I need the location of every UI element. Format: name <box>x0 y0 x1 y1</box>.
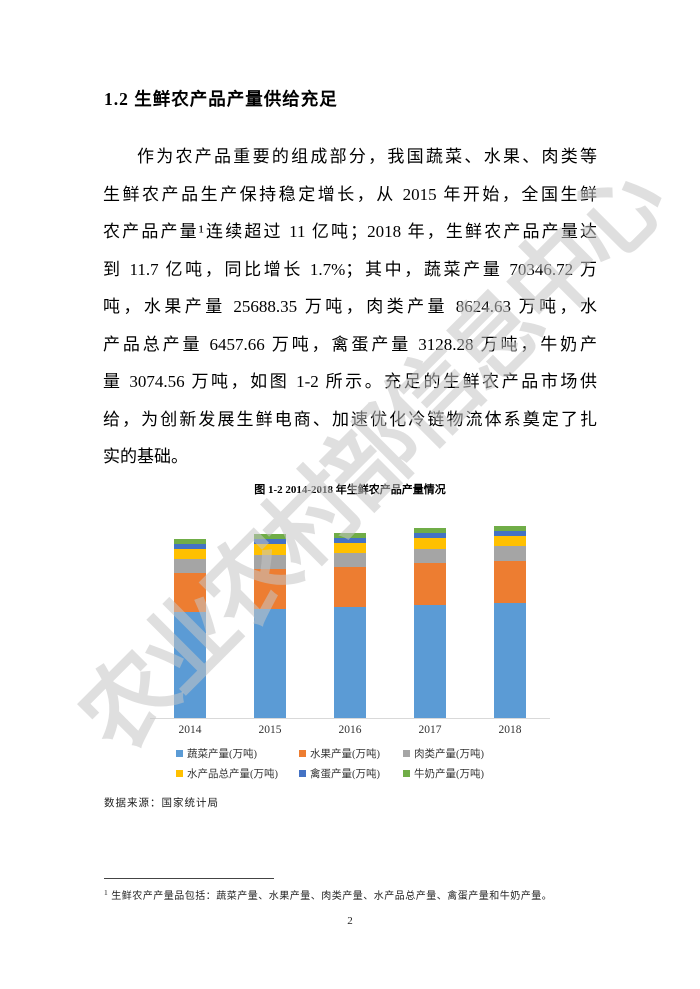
bar-segment <box>414 533 446 539</box>
bar-segment <box>334 543 366 554</box>
bar-segment <box>174 573 206 612</box>
legend-swatch-icon <box>299 750 306 757</box>
paragraph-line: 实的基础。 <box>103 447 188 466</box>
legend-label: 蔬菜产量(万吨) <box>187 749 257 760</box>
stacked-bar-2018 <box>494 525 526 718</box>
footnote-marker: 1 <box>104 887 109 897</box>
bar-segment <box>254 533 286 539</box>
legend-item: 肉类产量(万吨) <box>403 746 566 761</box>
body-paragraph: 作为农产品重要的组成部分，我国蔬菜、水果、肉类等生鲜农产品生产保持稳定增长，从 … <box>103 138 597 476</box>
chart-x-axis-labels: 2014 2015 2016 2017 2018 <box>150 724 550 736</box>
legend-item: 禽蛋产量(万吨) <box>299 766 403 781</box>
x-axis-tick-label: 2018 <box>498 724 522 736</box>
paragraph-line: 生鲜农产品生产保持稳定增长，从 2015 年开始，全国生鲜 <box>103 184 597 204</box>
legend-item: 蔬菜产量(万吨) <box>176 746 299 761</box>
section-heading: 1.2 生鲜农产品产量供给充足 <box>104 89 338 109</box>
paragraph-line: 作为农产品重要的组成部分，我国蔬菜、水果、肉类等 <box>137 147 597 166</box>
bar-segment <box>334 567 366 608</box>
stacked-bar-2016 <box>334 532 366 718</box>
bar-segment <box>334 532 366 538</box>
bar-segment <box>414 549 446 564</box>
bar-segment <box>174 548 206 560</box>
chart-legend: 蔬菜产量(万吨) 水果产量(万吨) 肉类产量(万吨) 水产品总产量(万吨) 禽蛋产量(万… <box>176 746 566 781</box>
paragraph-line: 给，为创新发展生鲜电商、加速优化冷链物流体系奠定了扎 <box>103 409 597 429</box>
paragraph-line: 到 11.7 亿吨，同比增长 1.7%；其中，蔬菜产量 70346.72 万 <box>103 259 597 279</box>
legend-label: 水产品总产量(万吨) <box>187 769 278 780</box>
paragraph-line: 农产品产量¹连续超过 11 亿吨；2018 年，生鲜农产品产量达 <box>103 222 597 241</box>
bar-segment <box>174 559 206 574</box>
stacked-bar-2014 <box>174 538 206 718</box>
chart-title: 图 1-2 2014-2018 年生鲜农产品产量情况 <box>254 484 446 496</box>
stacked-bar-2017 <box>414 528 446 718</box>
legend-label: 肉类产量(万吨) <box>414 749 484 760</box>
footnote: 1 生鲜农产产量品包括：蔬菜产量、水果产量、肉类产量、水产品总产量、禽蛋产量和牛奶… <box>104 887 584 902</box>
data-source-note: 数据来源：国家统计局 <box>104 798 219 809</box>
paragraph-line: 产品总产量 6457.66 万吨，禽蛋产量 3128.28 万吨，牛奶产 <box>103 334 597 354</box>
footnote-divider <box>104 878 274 879</box>
bar-segment <box>334 553 366 568</box>
bar-segment <box>494 546 526 561</box>
paragraph-line: 吨，水果产量 25688.35 万吨，肉类产量 8624.63 万吨，水 <box>103 297 597 316</box>
bar-segment <box>494 530 526 536</box>
bar-segment <box>254 568 286 610</box>
bar-segment <box>254 538 286 544</box>
legend-label: 水果产量(万吨) <box>310 749 380 760</box>
bar-segment <box>414 538 446 550</box>
bar-segment <box>254 543 286 555</box>
chart-plot <box>150 518 550 719</box>
bar-segment <box>414 528 446 534</box>
bar-segment <box>494 602 526 718</box>
legend-swatch-icon <box>176 750 183 757</box>
bar-segment <box>414 604 446 718</box>
legend-item: 牛奶产量(万吨) <box>403 766 566 781</box>
legend-swatch-icon <box>299 770 306 777</box>
legend-item: 水产品总产量(万吨) <box>176 766 299 781</box>
legend-label: 禽蛋产量(万吨) <box>310 769 380 780</box>
legend-item: 水果产量(万吨) <box>299 746 403 761</box>
bar-segment <box>174 611 206 718</box>
bar-segment <box>494 535 526 547</box>
bar-segment <box>254 609 286 718</box>
x-axis-tick-label: 2014 <box>178 724 202 736</box>
paragraph-line: 量 3074.56 万吨，如图 1-2 所示。充足的生鲜农产品市场供 <box>103 372 597 391</box>
stacked-bar-2015 <box>254 533 286 718</box>
bar-segment <box>174 543 206 549</box>
legend-swatch-icon <box>176 770 183 777</box>
bar-segment <box>334 537 366 544</box>
bar-segment <box>174 538 206 544</box>
legend-swatch-icon <box>403 750 410 757</box>
bar-segment <box>334 607 366 718</box>
footnote-text: 生鲜农产产量品包括：蔬菜产量、水果产量、肉类产量、水产品总产量、禽蛋产量和牛奶产… <box>111 891 553 902</box>
bar-segment <box>254 554 286 569</box>
legend-label: 牛奶产量(万吨) <box>414 769 484 780</box>
bar-segment <box>494 560 526 603</box>
page-number: 2 <box>347 915 353 927</box>
legend-swatch-icon <box>403 770 410 777</box>
x-axis-tick-label: 2015 <box>258 724 282 736</box>
bar-segment <box>414 563 446 605</box>
x-axis-tick-label: 2016 <box>338 724 362 736</box>
bar-segment <box>494 525 526 531</box>
x-axis-tick-label: 2017 <box>418 724 442 736</box>
